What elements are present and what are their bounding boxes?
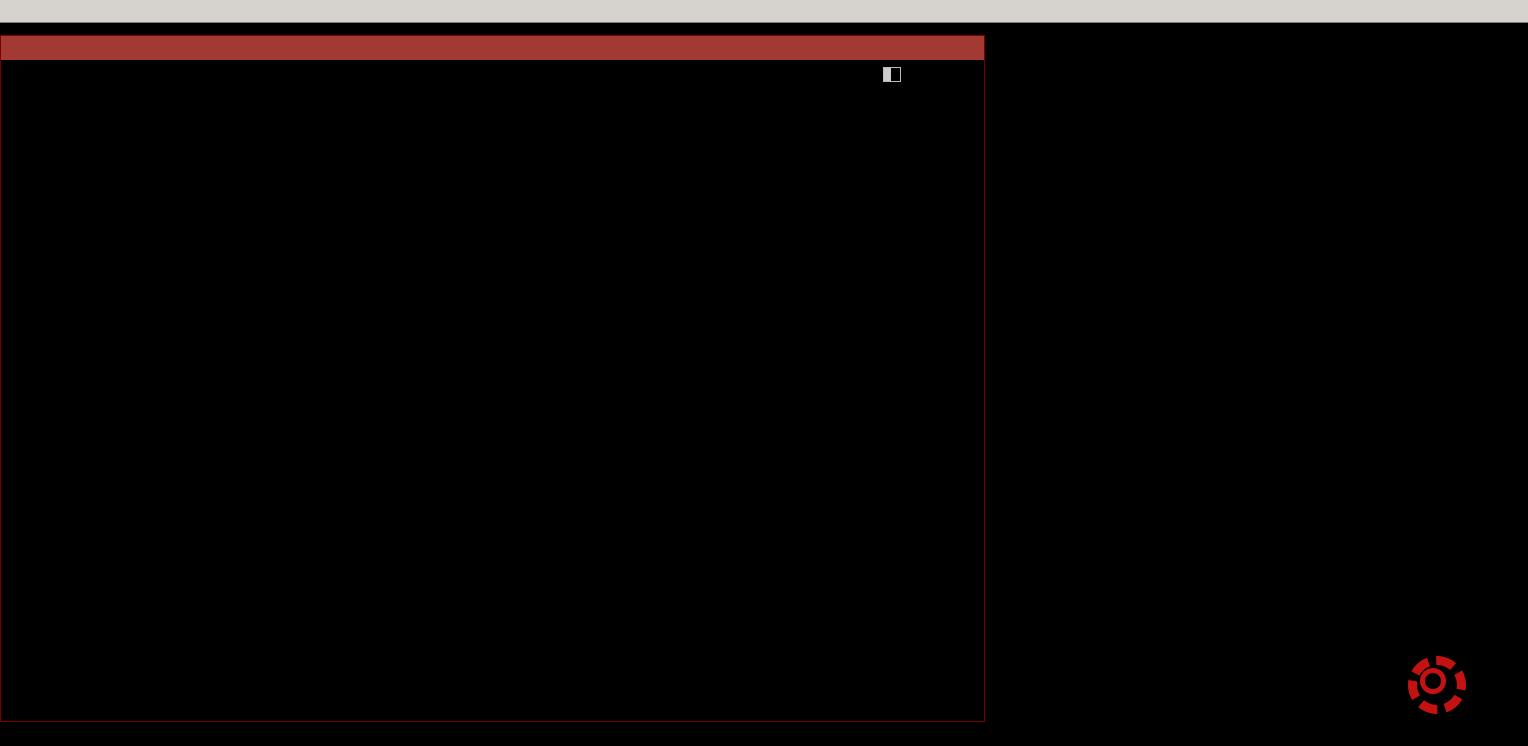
chart-header <box>76 65 100 85</box>
intraday-window[interactable] <box>0 35 985 722</box>
window-title-bar[interactable] <box>1 36 984 60</box>
gear-inner-icon <box>1420 668 1446 694</box>
menu-bar <box>0 0 1528 23</box>
watermark-logo <box>1360 642 1528 742</box>
panel-toggle-icon[interactable] <box>883 67 901 82</box>
gear-icon <box>1408 656 1466 714</box>
